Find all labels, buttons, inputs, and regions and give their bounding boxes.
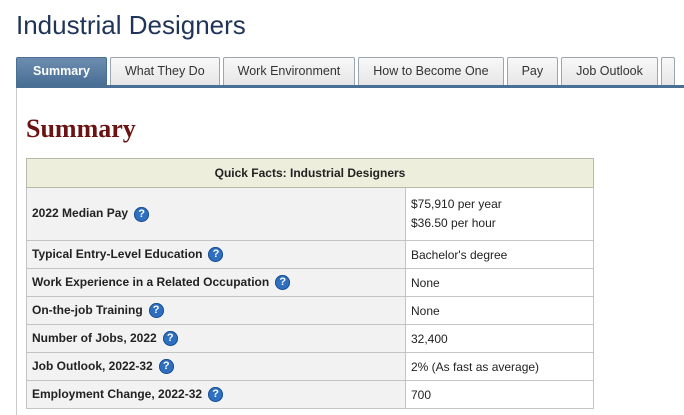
row-value: None <box>405 268 594 297</box>
row-label: Job Outlook, 2022-32? <box>26 352 406 381</box>
tab-overflow[interactable] <box>660 57 675 85</box>
content-area: Summary Quick Facts: Industrial Designer… <box>16 88 684 415</box>
tab-pay[interactable]: Pay <box>506 57 559 85</box>
help-icon[interactable]: ? <box>158 359 174 375</box>
table-row: Work Experience in a Related Occupation?… <box>26 268 594 297</box>
table-header-row: Quick Facts: Industrial Designers <box>26 158 594 188</box>
row-label-text: Work Experience in a Related Occupation <box>32 274 270 289</box>
table-row: Number of Jobs, 2022? 32,400 <box>26 324 594 353</box>
help-icon[interactable]: ? <box>208 247 224 263</box>
row-label: Number of Jobs, 2022? <box>26 324 406 353</box>
table-row: Job Outlook, 2022-32? 2% (As fast as ave… <box>26 352 594 381</box>
table-title: Quick Facts: Industrial Designers <box>26 158 594 188</box>
row-value: Bachelor's degree <box>405 240 594 269</box>
tab-work-environment[interactable]: Work Environment <box>222 57 356 85</box>
row-value: None <box>405 296 594 325</box>
quick-facts-table: Quick Facts: Industrial Designers 2022 M… <box>26 158 594 409</box>
help-icon[interactable]: ? <box>275 275 291 291</box>
row-label-text: On-the-job Training <box>32 302 143 317</box>
section-title: Summary <box>26 114 136 143</box>
row-label-text: Number of Jobs, 2022 <box>32 330 157 345</box>
help-icon[interactable]: ? <box>148 303 164 319</box>
tab-job-outlook[interactable]: Job Outlook <box>561 57 658 85</box>
table-row: Employment Change, 2022-32? 700 <box>26 380 594 409</box>
row-label-text: Employment Change, 2022-32 <box>32 386 203 401</box>
row-label: Typical Entry-Level Education? <box>26 240 406 269</box>
row-label: Work Experience in a Related Occupation? <box>26 268 406 297</box>
tab-what-they-do[interactable]: What They Do <box>109 57 220 85</box>
row-label: On-the-job Training? <box>26 296 406 325</box>
row-value: $75,910 per year $36.50 per hour <box>405 187 594 241</box>
row-label-text: Typical Entry-Level Education <box>32 246 203 261</box>
row-label-text: 2022 Median Pay <box>32 206 129 221</box>
tab-bar: Summary What They Do Work Environment Ho… <box>16 57 684 88</box>
row-value: 32,400 <box>405 324 594 353</box>
tab-summary[interactable]: Summary <box>16 57 107 85</box>
tab-how-to-become-one[interactable]: How to Become One <box>358 57 504 85</box>
table-row: On-the-job Training? None <box>26 296 594 325</box>
median-pay-yearly: $75,910 per year <box>411 197 502 211</box>
row-label: 2022 Median Pay? <box>26 187 406 241</box>
table-row: 2022 Median Pay? $75,910 per year $36.50… <box>26 187 594 241</box>
row-value: 2% (As fast as average) <box>405 352 594 381</box>
help-icon[interactable]: ? <box>208 387 224 403</box>
help-icon[interactable]: ? <box>162 331 178 347</box>
help-icon[interactable]: ? <box>134 206 150 222</box>
table-row: Typical Entry-Level Education? Bachelor'… <box>26 240 594 269</box>
page-title: Industrial Designers <box>16 10 246 40</box>
median-pay-hourly: $36.50 per hour <box>411 216 496 230</box>
row-label: Employment Change, 2022-32? <box>26 380 406 409</box>
row-value: 700 <box>405 380 594 409</box>
row-label-text: Job Outlook, 2022-32 <box>32 358 153 373</box>
